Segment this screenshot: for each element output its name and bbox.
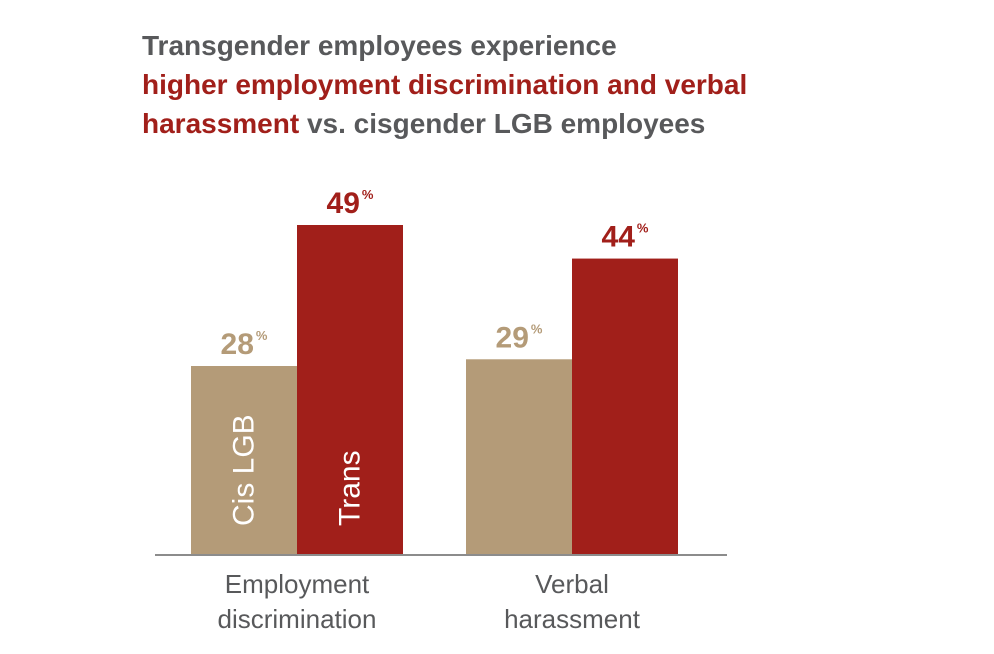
bar-cis-lgb-verbal-harassment bbox=[466, 359, 572, 554]
category-label-employment-discrimination-line-2: discrimination bbox=[218, 604, 377, 634]
title-line-2: higher employment discrimination and ver… bbox=[142, 69, 748, 100]
value-label-trans-employment-discrimination: 49% bbox=[327, 187, 374, 220]
title-line-1: Transgender employees experience bbox=[142, 30, 617, 61]
bar-trans-verbal-harassment bbox=[572, 258, 678, 554]
bar-cis-lgb-employment-discrimination bbox=[191, 366, 297, 554]
bar-trans-employment-discrimination bbox=[297, 225, 403, 554]
value-label-cis-lgb-employment-discrimination: 28% bbox=[221, 328, 268, 361]
category-label-verbal-harassment-line-2: harassment bbox=[504, 604, 641, 634]
value-label-trans-verbal-harassment: 44% bbox=[602, 221, 649, 254]
value-label-cis-lgb-verbal-harassment: 29% bbox=[496, 321, 543, 354]
title-line-3-rest: vs. cisgender LGB employees bbox=[299, 108, 706, 139]
category-label-verbal-harassment-line-1: Verbal bbox=[535, 569, 609, 599]
title-line-3-highlight: harassment bbox=[142, 108, 300, 139]
series-label-cis-lgb: Cis LGB bbox=[228, 414, 261, 526]
category-label-employment-discrimination-line-1: Employment bbox=[225, 569, 370, 599]
series-label-trans: Trans bbox=[334, 450, 367, 526]
chart-title: Transgender employees experience higher … bbox=[142, 26, 962, 143]
